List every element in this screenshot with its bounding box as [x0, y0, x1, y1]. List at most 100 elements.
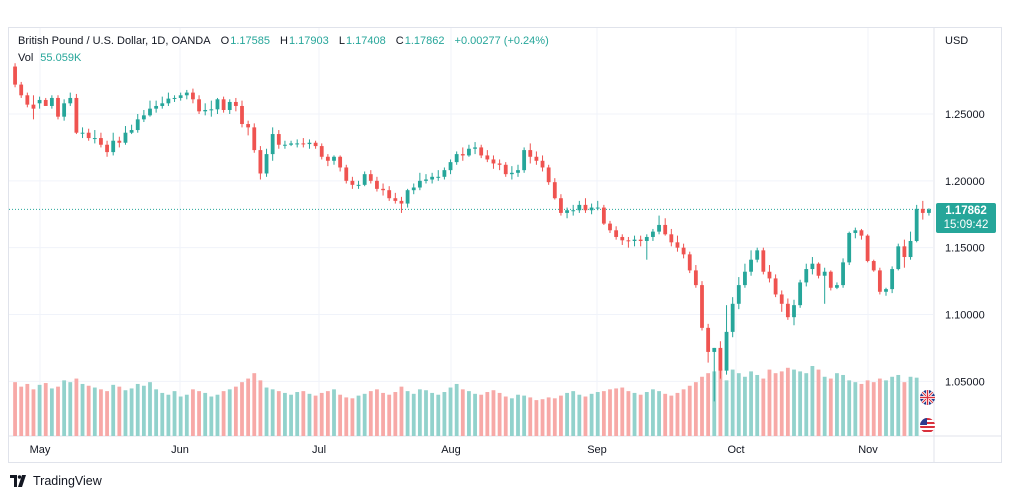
candle-body	[467, 148, 471, 156]
volume-bar	[80, 383, 85, 436]
candle	[528, 143, 533, 164]
candle	[13, 63, 17, 88]
candle	[117, 136, 122, 148]
candle-body	[289, 143, 293, 145]
volume-bar	[325, 391, 330, 436]
volume-bar	[841, 374, 845, 436]
candle-body	[638, 239, 643, 241]
candle-body	[614, 230, 619, 237]
candle	[577, 200, 582, 213]
volume-bar	[644, 392, 649, 436]
volume-bar	[491, 390, 496, 436]
candle-body	[528, 150, 533, 157]
candle	[485, 150, 490, 163]
volume-bar	[595, 392, 600, 436]
candle	[638, 235, 643, 247]
volume-bar	[332, 389, 336, 436]
candle-body	[141, 115, 146, 120]
candle	[914, 204, 919, 243]
candle	[822, 267, 827, 304]
candle	[681, 243, 686, 259]
volume-bar	[779, 371, 784, 436]
candle-body	[706, 327, 711, 352]
candle-body	[43, 99, 48, 106]
candle	[706, 323, 711, 363]
candle	[252, 123, 257, 153]
candle	[841, 258, 845, 288]
candle	[700, 281, 704, 331]
us-flag-icon[interactable]	[920, 418, 935, 433]
volume-bar	[540, 399, 545, 436]
candle-body	[835, 285, 839, 288]
tradingview-logo[interactable]: TradingView	[10, 473, 102, 489]
candle	[25, 92, 30, 108]
volume-bar	[129, 388, 134, 436]
uk-flag-icon[interactable]	[920, 390, 935, 405]
volume-bar	[559, 395, 563, 436]
candle-body	[632, 239, 637, 241]
volume-bar	[712, 371, 717, 436]
volume-bar	[209, 396, 214, 436]
volume-bar	[675, 392, 680, 436]
candle-body	[693, 270, 698, 286]
candle-body	[19, 84, 24, 96]
volume-bar	[417, 389, 422, 436]
volume-bar	[148, 382, 152, 436]
candle	[49, 95, 54, 109]
candle-body	[859, 230, 864, 236]
volume-bar	[307, 393, 312, 436]
candle	[19, 81, 24, 98]
candle	[540, 155, 545, 172]
volume-bar	[270, 389, 275, 436]
candle	[62, 99, 67, 121]
volume-bar	[86, 385, 91, 436]
candle-body	[436, 176, 441, 178]
volume-bar	[424, 390, 428, 436]
candle	[325, 154, 330, 167]
candle	[141, 109, 146, 123]
x-tick-label: May	[30, 444, 51, 456]
volume-label: Vol	[18, 52, 34, 64]
candle	[847, 231, 852, 266]
candle	[927, 208, 931, 216]
volume-bar	[565, 392, 569, 436]
candle-body	[252, 127, 257, 151]
volume-bar	[105, 391, 109, 436]
volume-bar	[368, 391, 373, 436]
candle	[865, 234, 870, 263]
currency-label[interactable]: USD	[945, 35, 969, 47]
volume-bar	[724, 380, 729, 436]
volume-bar	[135, 383, 140, 436]
last-price-badge: 1.17862 15:09:42	[936, 203, 996, 233]
candle	[516, 164, 520, 177]
candle-body	[68, 97, 73, 104]
y-tick-label: 1.05000	[945, 376, 985, 388]
candle	[675, 235, 680, 252]
volume-bar	[430, 392, 435, 436]
candle-body	[387, 190, 392, 199]
candle-body	[111, 140, 116, 153]
candle-body	[497, 163, 502, 165]
candle	[301, 138, 306, 148]
candle-body	[534, 156, 539, 161]
volume-bar	[835, 373, 839, 436]
candle-body	[332, 156, 336, 161]
candle	[123, 126, 128, 145]
candle	[393, 192, 398, 204]
candle-body	[344, 167, 349, 181]
candle-body	[718, 347, 723, 371]
candle	[356, 180, 361, 189]
candle-body	[221, 99, 226, 110]
close-value: 1.17862	[404, 35, 445, 47]
candle	[264, 148, 269, 177]
volume-bar	[37, 384, 42, 436]
volume-bar	[92, 387, 97, 436]
candle-body	[822, 271, 827, 276]
candle-body	[172, 97, 177, 99]
volume-bar	[828, 378, 833, 436]
candle-body	[448, 162, 453, 171]
candle	[626, 236, 631, 248]
candle	[270, 127, 275, 161]
candle-body	[227, 101, 232, 110]
